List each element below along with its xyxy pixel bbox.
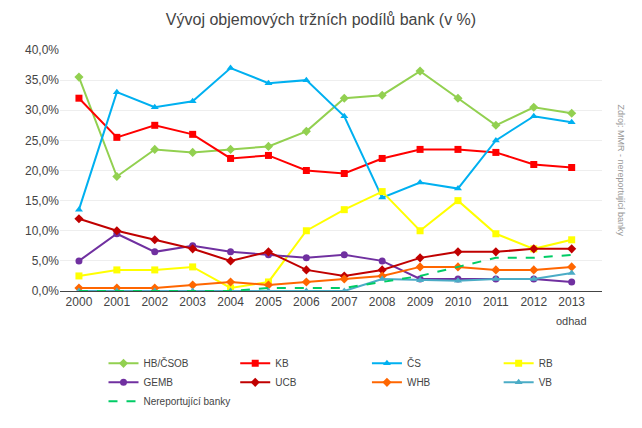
svg-text:2009: 2009 <box>407 295 434 309</box>
svg-text:40,0%: 40,0% <box>25 43 59 57</box>
svg-text:2000: 2000 <box>66 295 93 309</box>
svg-text:2010: 2010 <box>445 295 472 309</box>
svg-text:25,0%: 25,0% <box>25 134 59 148</box>
svg-text:2003: 2003 <box>179 295 206 309</box>
svg-text:10,0%: 10,0% <box>25 224 59 238</box>
svg-text:5,0%: 5,0% <box>32 254 60 268</box>
svg-text:Vývoj objemových tržních podíl: Vývoj objemových tržních podílů bank (v … <box>166 11 476 28</box>
svg-text:odhad: odhad <box>556 315 587 327</box>
svg-text:0,0%: 0,0% <box>32 284 60 298</box>
svg-text:KB: KB <box>275 358 289 369</box>
svg-text:2012: 2012 <box>520 295 547 309</box>
svg-text:Nereportující banky: Nereportující banky <box>144 396 231 407</box>
svg-text:2001: 2001 <box>103 295 130 309</box>
svg-text:30,0%: 30,0% <box>25 103 59 117</box>
svg-text:2008: 2008 <box>369 295 396 309</box>
svg-text:2007: 2007 <box>331 295 358 309</box>
svg-text:2004: 2004 <box>217 295 244 309</box>
svg-text:20,0%: 20,0% <box>25 164 59 178</box>
svg-text:HB/ČSOB: HB/ČSOB <box>144 357 189 369</box>
svg-text:2011: 2011 <box>483 295 509 309</box>
svg-text:VB: VB <box>539 377 553 388</box>
svg-text:GEMB: GEMB <box>144 377 174 388</box>
svg-text:35,0%: 35,0% <box>25 73 59 87</box>
svg-text:2005: 2005 <box>255 295 282 309</box>
svg-text:2002: 2002 <box>141 295 168 309</box>
svg-text:2006: 2006 <box>293 295 320 309</box>
svg-text:2013: 2013 <box>558 295 585 309</box>
svg-text:RB: RB <box>539 358 553 369</box>
svg-text:UCB: UCB <box>275 377 296 388</box>
svg-text:15,0%: 15,0% <box>25 194 59 208</box>
svg-text:ČS: ČS <box>407 357 421 369</box>
svg-text:WHB: WHB <box>407 377 431 388</box>
svg-text:Zdroj: MMR - nereportující ban: Zdroj: MMR - nereportující banky <box>616 105 626 237</box>
